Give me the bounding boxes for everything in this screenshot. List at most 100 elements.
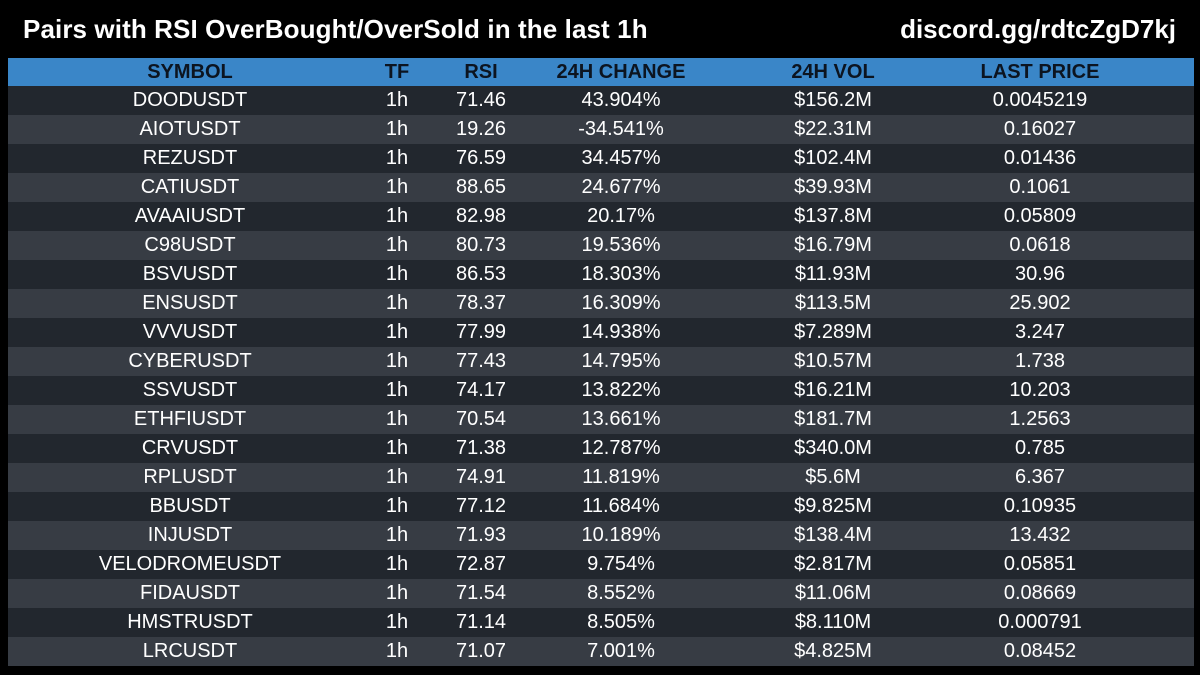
change-cell: 8.505%	[587, 611, 655, 633]
rsi-table: SYMBOL TF RSI 24H CHANGE 24H VOL LAST PR…	[8, 58, 1194, 666]
volume-cell: $39.93M	[794, 176, 872, 198]
symbol-cell: C98USDT	[144, 234, 236, 256]
table-row[interactable]: SSVUSDT 1h 74.17 13.822% $16.21M 10.203	[8, 376, 1194, 405]
change-cell: 18.303%	[581, 263, 661, 285]
rsi-cell: 88.65	[455, 176, 507, 198]
table-row[interactable]: C98USDT 1h 80.73 19.536% $16.79M 0.0618	[8, 231, 1194, 260]
table-row[interactable]: ETHFIUSDT 1h 70.54 13.661% $181.7M 1.2563	[8, 405, 1194, 434]
price-cell: 13.432	[1009, 524, 1071, 546]
table-row[interactable]: DOODUSDT 1h 71.46 43.904% $156.2M 0.0045219	[8, 86, 1194, 115]
rsi-cell: 71.38	[455, 437, 507, 459]
table-row[interactable]: REZUSDT 1h 76.59 34.457% $102.4M 0.01436	[8, 144, 1194, 173]
rsi-cell: 70.54	[455, 408, 507, 430]
volume-cell: $181.7M	[794, 408, 872, 430]
column-header-rsi[interactable]: RSI	[464, 61, 498, 83]
price-cell: 0.08669	[1003, 582, 1077, 604]
change-cell: 43.904%	[581, 89, 661, 111]
tf-cell: 1h	[385, 553, 409, 575]
tf-cell: 1h	[385, 640, 409, 662]
price-cell: 0.05809	[1003, 205, 1077, 227]
rsi-cell: 76.59	[455, 147, 507, 169]
price-cell: 0.0045219	[992, 89, 1088, 111]
table-row[interactable]: CATIUSDT 1h 88.65 24.677% $39.93M 0.1061	[8, 173, 1194, 202]
tf-cell: 1h	[385, 437, 409, 459]
table-row[interactable]: HMSTRUSDT 1h 71.14 8.505% $8.110M 0.000791	[8, 608, 1194, 637]
volume-cell: $137.8M	[794, 205, 872, 227]
symbol-cell: VVVUSDT	[142, 321, 238, 343]
change-cell: 10.189%	[581, 524, 661, 546]
column-header-symbol[interactable]: SYMBOL	[147, 61, 233, 83]
price-cell: 3.247	[1014, 321, 1066, 343]
rsi-cell: 71.93	[455, 524, 507, 546]
volume-cell: $138.4M	[794, 524, 872, 546]
change-cell: 11.819%	[582, 466, 660, 488]
tf-cell: 1h	[385, 379, 409, 401]
change-cell: 20.17%	[587, 205, 655, 227]
page-title: Pairs with RSI OverBought/OverSold in th…	[23, 14, 648, 44]
table-row[interactable]: VVVUSDT 1h 77.99 14.938% $7.289M 3.247	[8, 318, 1194, 347]
discord-link[interactable]: discord.gg/rdtcZgD7kj	[900, 14, 1176, 44]
price-cell: 6.367	[1014, 466, 1066, 488]
change-cell: 14.938%	[581, 321, 661, 343]
symbol-cell: AVAAIUSDT	[134, 205, 246, 227]
change-cell: 24.677%	[581, 176, 661, 198]
column-header-24h-change[interactable]: 24H CHANGE	[556, 61, 686, 83]
change-cell: 19.536%	[581, 234, 661, 256]
column-header-last-price[interactable]: LAST PRICE	[980, 61, 1100, 83]
tf-cell: 1h	[385, 292, 409, 314]
table-row[interactable]: RPLUSDT 1h 74.91 11.819% $5.6M 6.367	[8, 463, 1194, 492]
table-row[interactable]: LRCUSDT 1h 71.07 7.001% $4.825M 0.08452	[8, 637, 1194, 666]
change-cell: 14.795%	[581, 350, 661, 372]
rsi-cell: 78.37	[455, 292, 507, 314]
column-header-tf[interactable]: TF	[384, 61, 410, 83]
symbol-cell: RPLUSDT	[143, 466, 237, 488]
price-cell: 0.08452	[1003, 640, 1077, 662]
volume-cell: $9.825M	[794, 495, 872, 517]
rsi-cell: 19.26	[455, 118, 507, 140]
table-row[interactable]: ENSUSDT 1h 78.37 16.309% $113.5M 25.902	[8, 289, 1194, 318]
tf-cell: 1h	[385, 263, 409, 285]
tf-cell: 1h	[385, 89, 409, 111]
change-cell: 9.754%	[587, 553, 655, 575]
table-row[interactable]: AVAAIUSDT 1h 82.98 20.17% $137.8M 0.05809	[8, 202, 1194, 231]
symbol-cell: ENSUSDT	[142, 292, 238, 314]
rsi-cell: 72.87	[455, 553, 507, 575]
column-header-24h-vol[interactable]: 24H VOL	[791, 61, 875, 83]
page-header: Pairs with RSI OverBought/OverSold in th…	[0, 0, 1200, 58]
table-row[interactable]: VELODROMEUSDT 1h 72.87 9.754% $2.817M 0.05851	[8, 550, 1194, 579]
table-row[interactable]: CYBERUSDT 1h 77.43 14.795% $10.57M 1.738	[8, 347, 1194, 376]
tf-cell: 1h	[385, 495, 409, 517]
rsi-cell: 77.12	[455, 495, 507, 517]
table-row[interactable]: CRVUSDT 1h 71.38 12.787% $340.0M 0.785	[8, 434, 1194, 463]
tf-cell: 1h	[385, 611, 409, 633]
table-row[interactable]: BSVUSDT 1h 86.53 18.303% $11.93M 30.96	[8, 260, 1194, 289]
volume-cell: $113.5M	[794, 292, 872, 314]
table-row[interactable]: BBUSDT 1h 77.12 11.684% $9.825M 0.10935	[8, 492, 1194, 521]
tf-cell: 1h	[385, 234, 409, 256]
change-cell: 13.822%	[581, 379, 661, 401]
rsi-cell: 71.07	[455, 640, 507, 662]
table-row[interactable]: AIOTUSDT 1h 19.26 -34.541% $22.31M 0.16027	[8, 115, 1194, 144]
price-cell: 0.0618	[1009, 234, 1071, 256]
price-cell: 0.785	[1014, 437, 1066, 459]
price-cell: 0.16027	[1003, 118, 1077, 140]
symbol-cell: CRVUSDT	[141, 437, 239, 459]
change-cell: 13.661%	[581, 408, 661, 430]
volume-cell: $8.110M	[794, 611, 872, 633]
rsi-cell: 74.17	[455, 379, 507, 401]
tf-cell: 1h	[385, 408, 409, 430]
change-cell: 7.001%	[587, 640, 655, 662]
price-cell: 0.05851	[1003, 553, 1077, 575]
symbol-cell: BSVUSDT	[142, 263, 238, 285]
table-row[interactable]: FIDAUSDT 1h 71.54 8.552% $11.06M 0.08669	[8, 579, 1194, 608]
symbol-cell: INJUSDT	[147, 524, 233, 546]
volume-cell: $2.817M	[794, 553, 872, 575]
price-cell: 10.203	[1009, 379, 1071, 401]
table-row[interactable]: INJUSDT 1h 71.93 10.189% $138.4M 13.432	[8, 521, 1194, 550]
change-cell: 34.457%	[581, 147, 661, 169]
price-cell: 0.000791	[998, 611, 1082, 633]
price-cell: 30.96	[1014, 263, 1066, 285]
rsi-cell: 82.98	[455, 205, 507, 227]
symbol-cell: CATIUSDT	[140, 176, 240, 198]
volume-cell: $102.4M	[794, 147, 872, 169]
